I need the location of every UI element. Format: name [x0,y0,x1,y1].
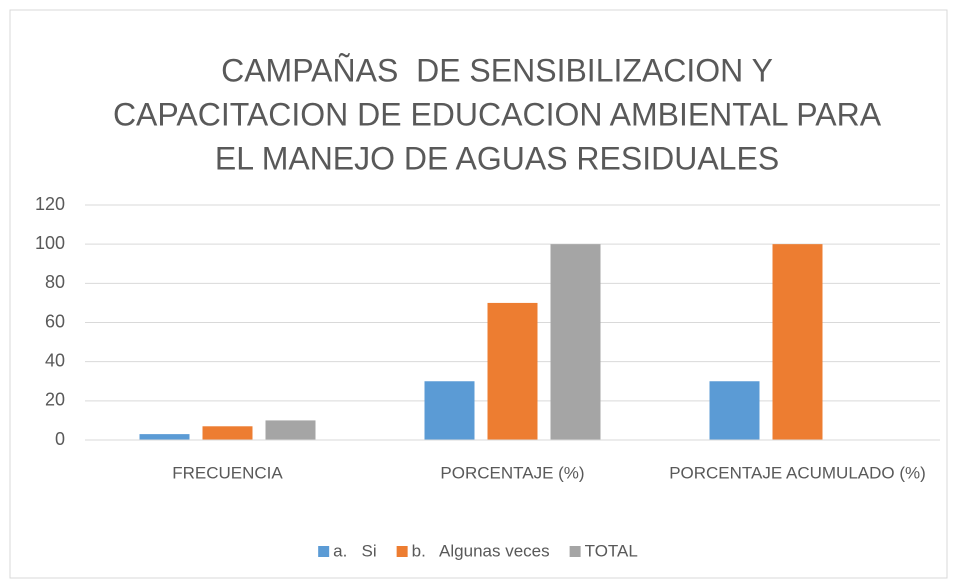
bar [265,420,316,440]
y-tick-label: 100 [35,233,65,253]
y-tick-label: 120 [35,194,65,214]
x-tick-label: PORCENTAJE ACUMULADO (%) [669,463,926,482]
y-tick-label: 40 [45,350,65,370]
legend-item: b. Algunas veces [396,541,550,560]
legend-label: TOTAL [585,541,638,560]
legend-label: a. Si [333,541,376,560]
legend-item: a. Si [318,541,377,560]
bar [139,434,190,440]
x-tick-label: PORCENTAJE (%) [440,463,584,482]
y-tick-label: 60 [45,311,65,331]
legend-swatch [396,546,408,557]
y-tick-label: 80 [45,272,65,292]
bar [487,302,538,440]
chart-title: CAPACITACION DE EDUCACION AMBIENTAL PARA [113,96,882,132]
chart-title: EL MANEJO DE AGUAS RESIDUALES [215,140,779,176]
legend-swatch [318,546,330,557]
bar [424,381,475,440]
legend-swatch [569,546,581,557]
bar [550,244,601,440]
y-tick-label: 0 [55,429,65,449]
bar [709,381,760,440]
legend-label: b. Algunas veces [412,541,550,560]
x-tick-label: FRECUENCIA [172,463,283,482]
y-tick-label: 20 [45,390,65,410]
bar [772,244,823,440]
chart-title: CAMPAÑAS DE SENSIBILIZACION Y [221,52,773,88]
legend-item: TOTAL [569,541,638,560]
bar [202,426,253,440]
